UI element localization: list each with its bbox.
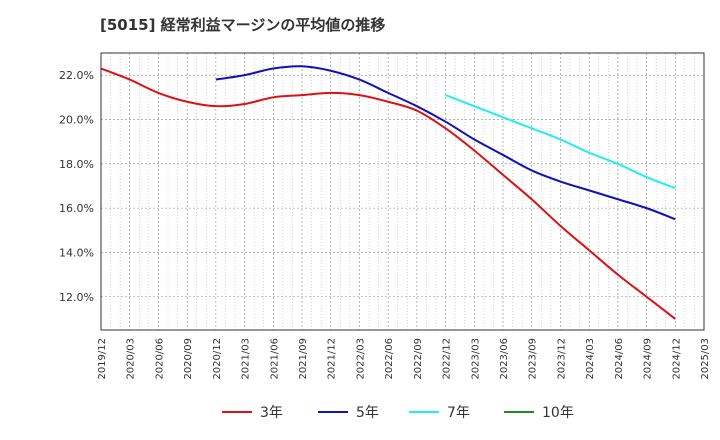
y-tick-label: 18.0%: [59, 158, 94, 171]
legend-swatch: [409, 411, 439, 413]
legend-swatch: [504, 411, 534, 413]
legend-item: 3年: [222, 402, 283, 422]
chart-legend: 3年 5年 7年 10年: [0, 402, 720, 426]
x-axis-ticks: 2019/12 2020/03 2020/06 2020/09 2020/12 2021/…: [97, 338, 711, 380]
line-chart: 12.0%14.0%16.0%18.0%20.0%22.0% 2019/12 20…: [59, 52, 711, 380]
legend-item: 5年: [318, 402, 379, 422]
x-tick-label: 2020/12: [212, 338, 223, 380]
x-tick-label: 2024/12: [671, 338, 682, 380]
x-tick-label: 2022/12: [442, 338, 453, 380]
legend-label: 7年: [447, 405, 470, 421]
legend-label: 3年: [260, 405, 283, 421]
legend-item: 10年: [504, 402, 574, 422]
x-tick-label: 2021/12: [327, 338, 338, 380]
x-tick-label: 2024/09: [643, 338, 654, 380]
series-line: [445, 94, 676, 190]
x-tick-label: 2021/03: [241, 338, 252, 380]
grid-lines: [100, 53, 705, 330]
legend-item: 7年: [409, 402, 470, 422]
x-tick-label: 2021/09: [298, 338, 309, 380]
x-tick-label: 2023/12: [556, 338, 567, 380]
x-tick-label: 2021/06: [269, 338, 280, 380]
x-tick-label: 2020/06: [154, 338, 165, 380]
legend-swatch: [318, 411, 348, 413]
plot-frame: [100, 52, 705, 331]
y-tick-label: 16.0%: [59, 202, 94, 215]
x-tick-label: 2023/09: [528, 338, 539, 380]
legend-label: 10年: [542, 405, 574, 421]
legend-swatch: [222, 411, 252, 413]
x-tick-label: 2022/09: [413, 338, 424, 380]
y-tick-label: 20.0%: [59, 113, 94, 126]
y-tick-label: 12.0%: [59, 291, 94, 304]
y-tick-label: 22.0%: [59, 69, 94, 82]
series-line: [215, 65, 676, 221]
series-lines: [100, 65, 676, 320]
y-axis-ticks: 12.0% 14.0% 16.0% 18.0% 20.0% 22.0%: [59, 69, 94, 304]
x-tick-label: 2025/03: [700, 338, 711, 380]
x-tick-label: 2023/03: [470, 338, 481, 380]
x-tick-label: 2023/06: [499, 338, 510, 380]
x-tick-label: 2024/06: [614, 338, 625, 380]
x-tick-label: 2022/03: [355, 338, 366, 380]
x-tick-label: 2024/03: [585, 338, 596, 380]
y-tick-label: 14.0%: [59, 246, 94, 259]
x-tick-label: 2022/06: [384, 338, 395, 380]
series-line: [100, 67, 676, 320]
x-tick-label: 2019/12: [97, 338, 108, 380]
chart-title: [5015] 経常利益マージンの平均値の推移: [100, 16, 386, 34]
x-tick-label: 2020/09: [183, 338, 194, 380]
x-tick-label: 2020/03: [126, 338, 137, 380]
legend-label: 5年: [356, 405, 379, 421]
